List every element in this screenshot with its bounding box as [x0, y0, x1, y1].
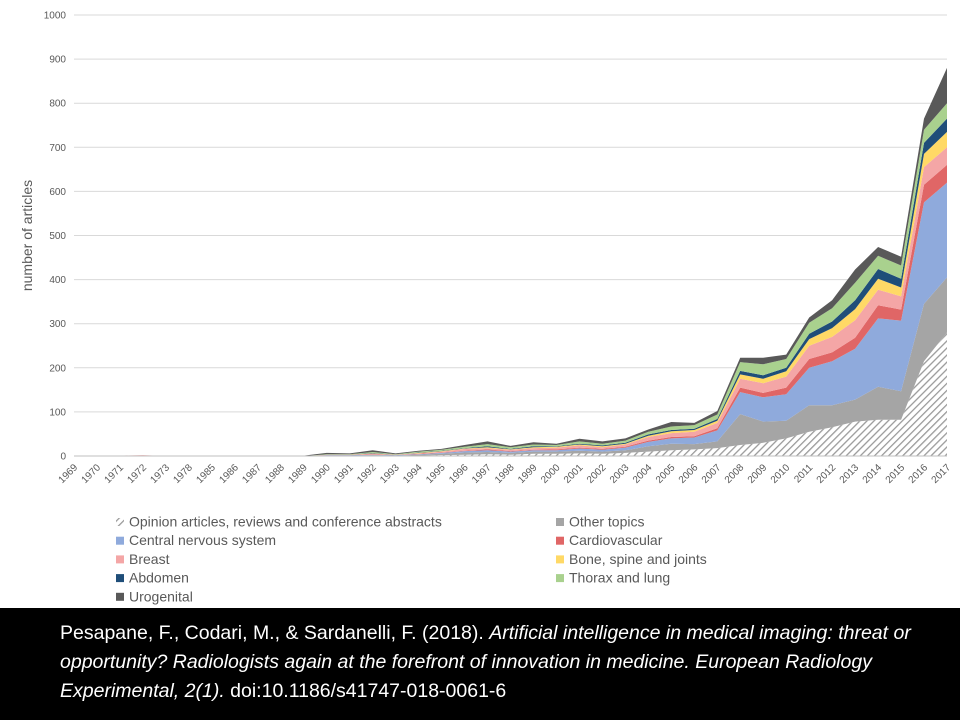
x-tick-label: 2016: [907, 462, 931, 486]
legend-item-label: Central nervous system: [129, 532, 276, 548]
legend-swatch: [556, 574, 564, 583]
x-tick-label: 2015: [884, 462, 908, 486]
x-tick-label: 1985: [194, 462, 218, 486]
x-tick-label: 1995: [424, 462, 448, 486]
x-tick-label: 1989: [286, 462, 310, 486]
x-tick-label: 2009: [746, 462, 770, 486]
x-tick-label: 1978: [171, 462, 195, 486]
legend-swatch: [116, 574, 124, 583]
x-tick-label: 2004: [631, 462, 655, 486]
y-tick-label: 300: [49, 319, 66, 330]
legend-swatch: [116, 536, 124, 545]
x-tick-label: 2007: [700, 462, 724, 486]
legend-swatch: [116, 592, 124, 601]
x-tick-label: 2013: [838, 462, 862, 486]
x-tick-label: 2017: [930, 462, 954, 486]
x-tick-label: 1990: [309, 462, 333, 486]
x-tick-label: 2010: [769, 462, 793, 486]
legend-swatch: [556, 536, 564, 545]
y-axis-title: number of articles: [19, 180, 35, 291]
x-tick-label: 2000: [539, 462, 563, 486]
y-tick-label: 0: [60, 452, 66, 463]
legend-item-label: Thorax and lung: [569, 570, 670, 586]
citation-authors: Pesapane, F., Codari, M., & Sardanelli, …: [60, 622, 484, 644]
x-tick-label: 1994: [401, 462, 425, 486]
x-tick-label: 1987: [240, 462, 264, 486]
y-tick-label: 600: [49, 187, 66, 198]
legend-swatch: [116, 518, 124, 526]
citation-banner: Pesapane, F., Codari, M., & Sardanelli, …: [0, 608, 960, 720]
legend-item-label: Opinion articles, reviews and conference…: [129, 514, 442, 530]
x-tick-label: 1998: [493, 462, 517, 486]
x-tick-label: 2006: [677, 462, 701, 486]
x-tick-label: 1988: [263, 462, 287, 486]
x-tick-label: 1992: [355, 462, 379, 486]
x-tick-label: 2001: [562, 462, 586, 486]
legend-item-label: Bone, spine and joints: [569, 551, 707, 567]
legend-swatch: [556, 555, 564, 564]
x-tick-label: 1996: [447, 462, 471, 486]
x-tick-label: 1970: [80, 462, 104, 486]
x-tick-label: 2008: [723, 462, 747, 486]
x-tick-label: 2011: [792, 462, 815, 485]
x-tick-label: 2012: [815, 462, 839, 486]
x-tick-label: 1973: [149, 462, 173, 486]
y-tick-label: 800: [49, 99, 66, 110]
stacked-area-chart: 0 100 200 300 400 500 600 700 800 900 1000 1969 1970…: [19, 11, 954, 605]
y-tick-label: 200: [49, 363, 66, 374]
x-tick-label: 1969: [57, 462, 81, 486]
legend-swatch: [116, 555, 124, 564]
x-tick-label: 1997: [470, 462, 494, 486]
series-area: [74, 332, 947, 456]
legend-item-label: Breast: [129, 551, 170, 567]
legend-swatch: [556, 518, 564, 526]
x-tick-label: 1986: [217, 462, 241, 486]
citation-doi: doi:10.1186/s41747-018-0061-6: [230, 680, 507, 702]
y-tick-label: 700: [49, 143, 66, 154]
legend-item-label: Other topics: [569, 514, 644, 530]
y-tick-label: 1000: [44, 11, 67, 22]
legend-item-label: Cardiovascular: [569, 532, 663, 548]
chart-panel: 0 100 200 300 400 500 600 700 800 900 1000 1969 1970…: [19, 10, 954, 605]
x-tick-label: 1993: [378, 462, 402, 486]
citation-journal: European Radiology Experimental, 2(1).: [60, 651, 872, 702]
x-tick-label: 2014: [861, 462, 885, 486]
x-tick-label: 2003: [608, 462, 632, 486]
legend-item-label: Urogenital: [129, 588, 193, 604]
y-tick-label: 900: [49, 55, 66, 66]
y-tick-label: 500: [49, 231, 66, 242]
y-tick-label: 400: [49, 275, 66, 286]
y-tick-label: 100: [49, 407, 66, 418]
x-tick-label: 1999: [516, 462, 540, 486]
legend-item-label: Abdomen: [129, 570, 189, 586]
citation-text: Pesapane, F., Codari, M., & Sardanelli, …: [60, 619, 940, 706]
x-tick-label: 2002: [585, 462, 609, 486]
citation-title: Artificial intelligence in medical imagi…: [60, 622, 911, 673]
x-tick-label: 2005: [654, 462, 678, 486]
x-tick-label: 1971: [103, 462, 127, 486]
x-tick-label: 1991: [332, 462, 356, 486]
x-tick-label: 1972: [126, 462, 150, 486]
